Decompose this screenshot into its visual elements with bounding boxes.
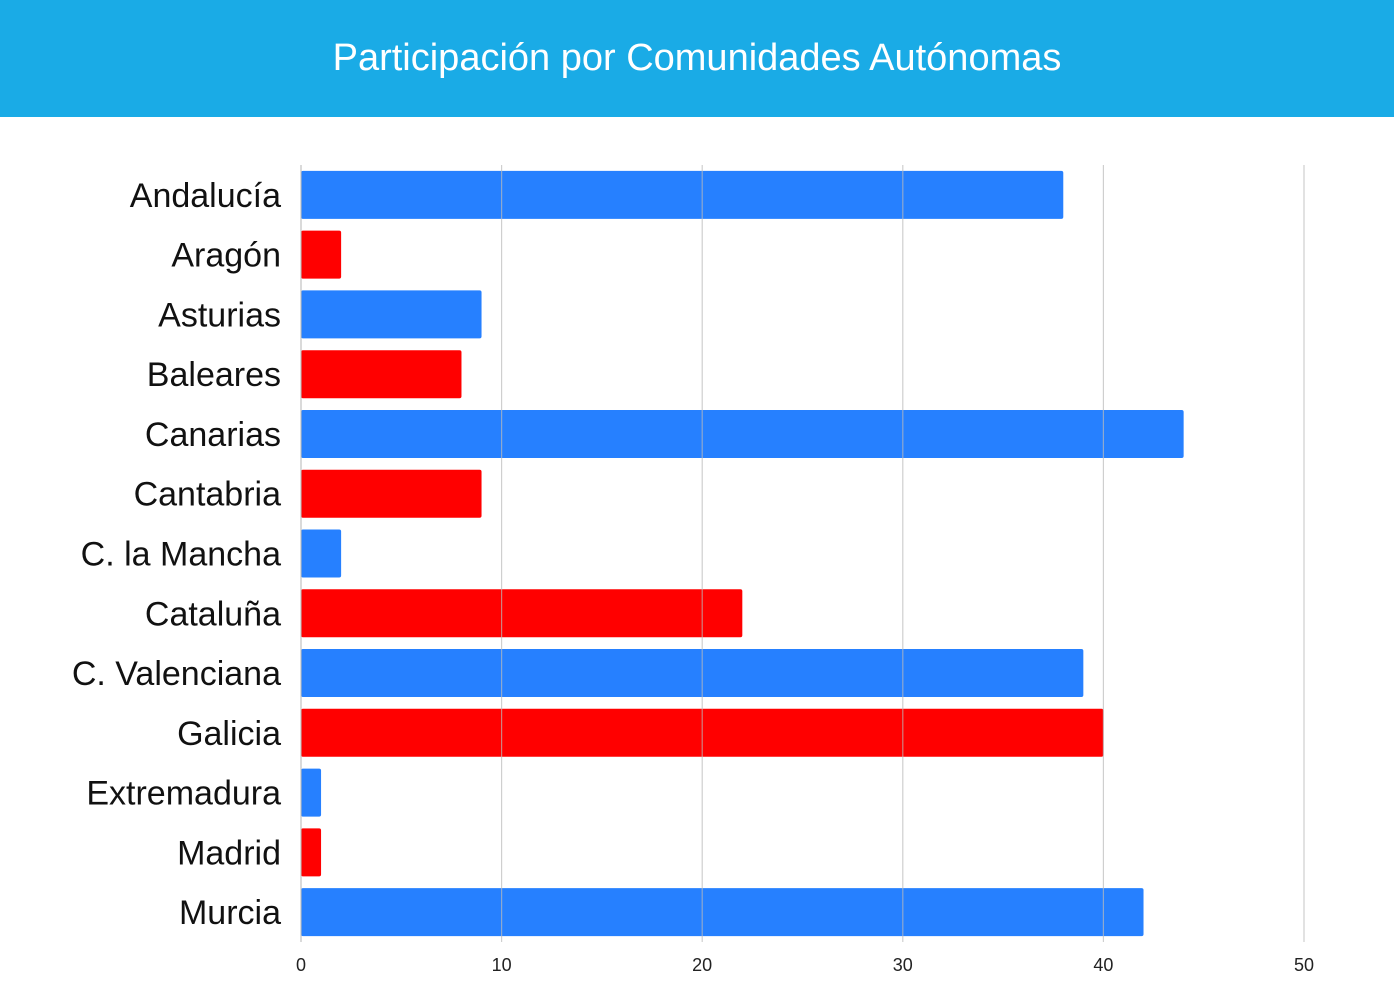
category-label: Canarias	[145, 416, 281, 454]
category-label: Baleares	[147, 356, 281, 394]
x-tick-label: 10	[492, 955, 512, 975]
bar-5	[301, 469, 482, 518]
category-label: Cataluña	[145, 595, 281, 633]
bar-12	[301, 888, 1144, 937]
bar-4	[301, 409, 1184, 458]
category-label: Galicia	[177, 715, 281, 753]
category-label: C. la Mancha	[81, 536, 281, 574]
category-label: C. Valenciana	[72, 655, 281, 693]
category-label: Andalucía	[130, 177, 281, 215]
category-label: Madrid	[177, 834, 281, 872]
bar-11	[301, 828, 322, 877]
bar-10	[301, 768, 322, 817]
category-label: Murcia	[179, 894, 281, 932]
x-tick-label: 20	[692, 955, 712, 975]
x-tick-label: 50	[1294, 955, 1314, 975]
category-label: Cantabria	[134, 476, 282, 514]
category-label: Extremadura	[86, 775, 281, 813]
x-tick-label: 30	[893, 955, 913, 975]
chart-title-banner: Participación por Comunidades Autónomas	[0, 0, 1394, 117]
category-label: Asturias	[158, 296, 281, 334]
chart-title: Participación por Comunidades Autónomas	[332, 37, 1062, 79]
bar-0	[301, 170, 1064, 219]
bar-1	[301, 230, 342, 279]
bar-2	[301, 290, 482, 339]
bar-8	[301, 649, 1084, 698]
bar-7	[301, 589, 743, 638]
category-label: Aragón	[171, 237, 281, 275]
bar-3	[301, 350, 462, 399]
x-tick-label: 40	[1093, 955, 1113, 975]
bar-6	[301, 529, 342, 578]
x-tick-label: 0	[296, 955, 306, 975]
